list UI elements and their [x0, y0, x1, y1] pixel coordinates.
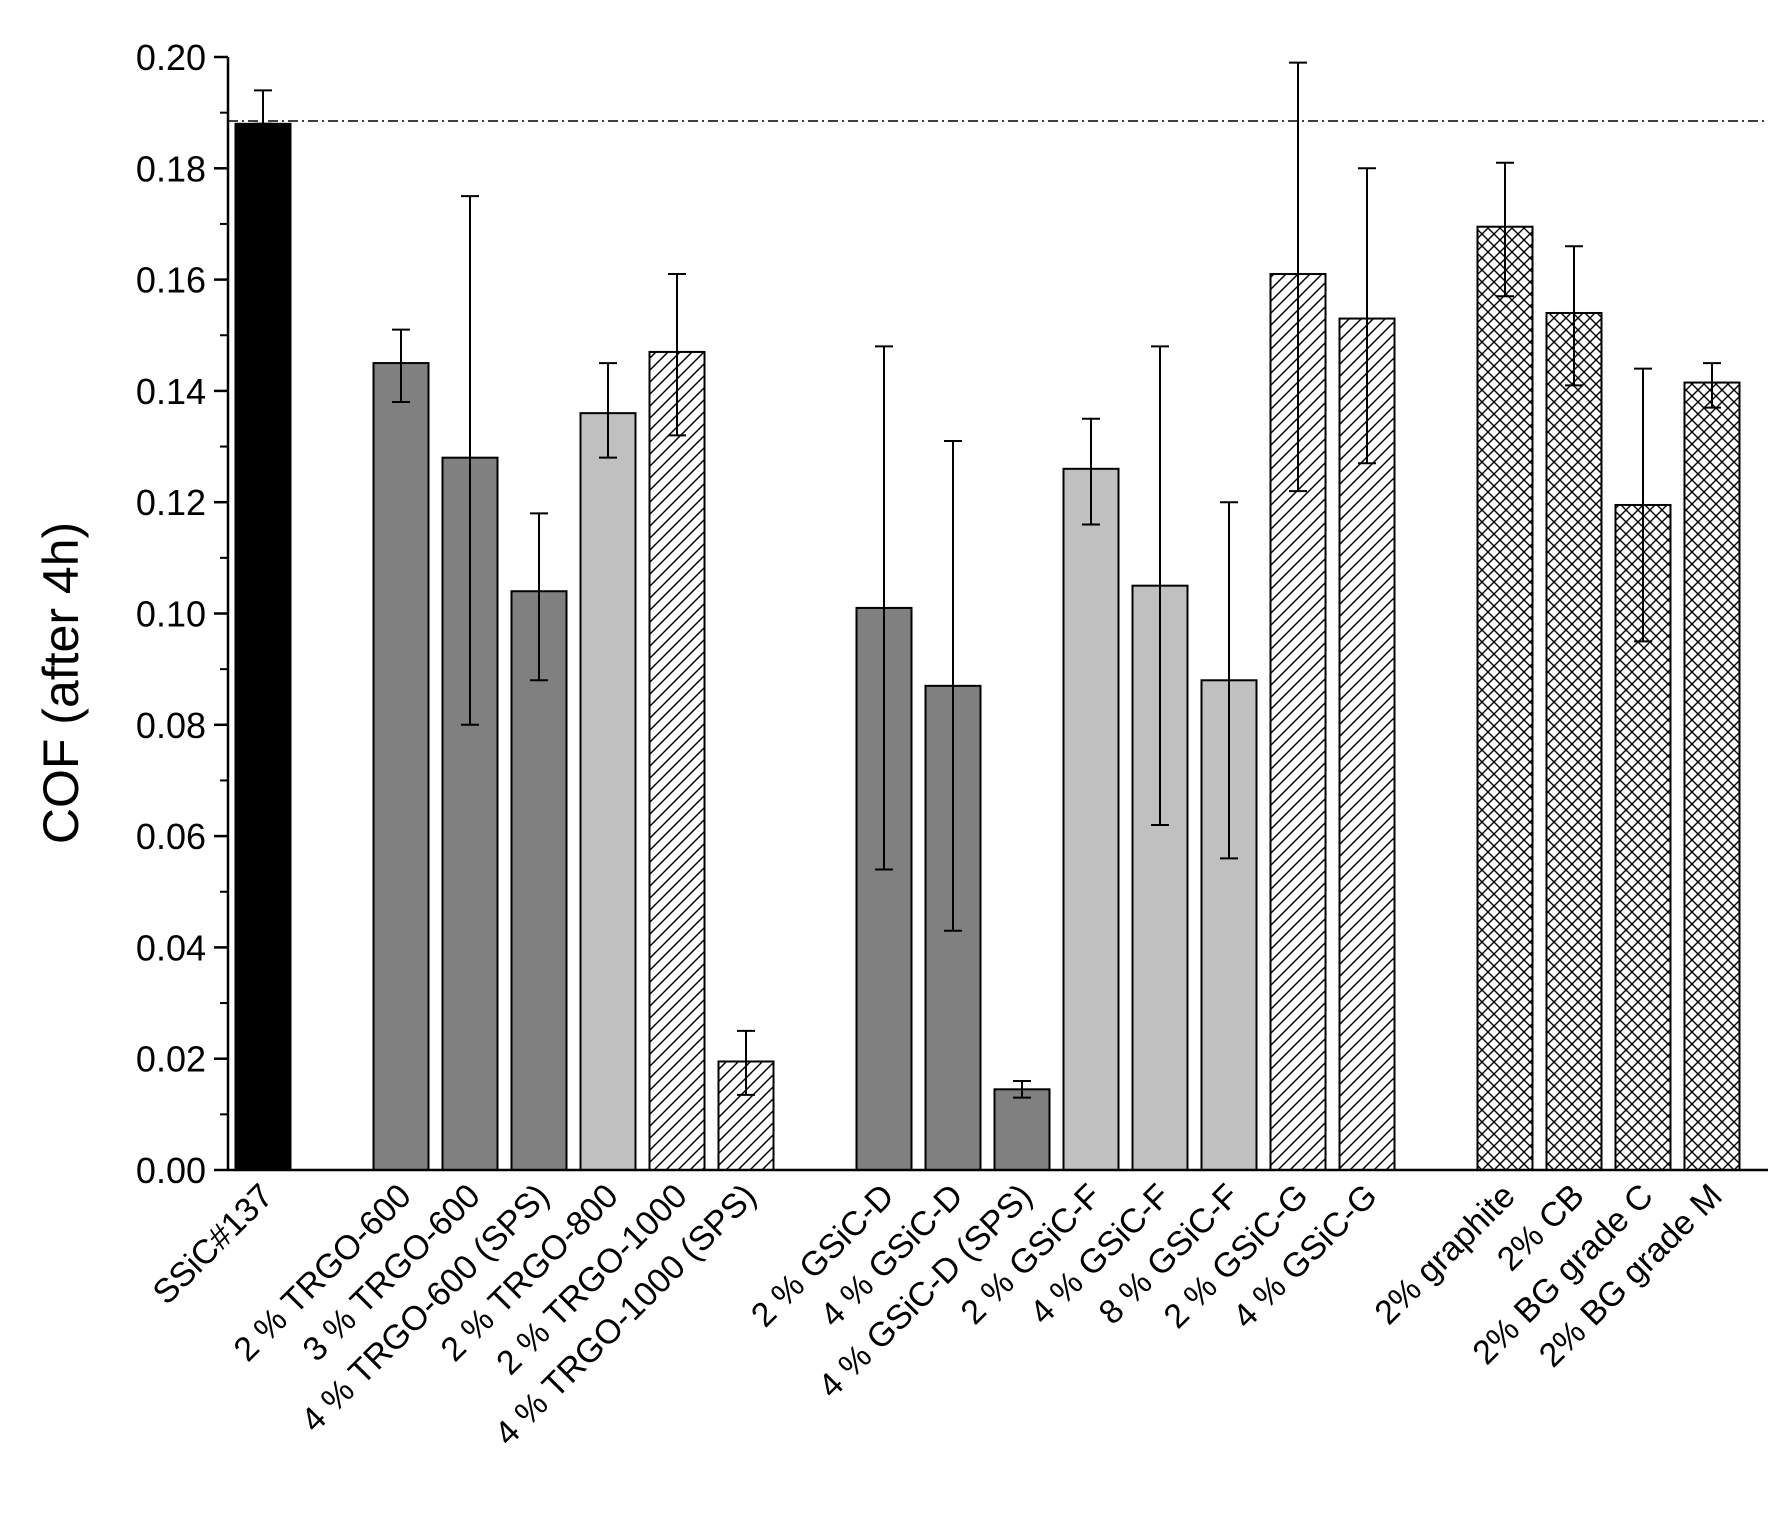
y-tick-label: 0.00 — [136, 1150, 206, 1191]
bar-group — [717, 1029, 775, 1172]
bars-group — [234, 61, 1741, 1172]
bar — [234, 122, 292, 1171]
bar-group — [1476, 161, 1534, 1172]
axes-group: 0.00 0.02 0.04 0.06 0.08 0.10 0.12 0.14 0.16 0.18… — [136, 37, 1768, 1191]
bar — [372, 362, 430, 1171]
bar-group — [855, 345, 913, 1171]
y-tick-label: 0.04 — [136, 927, 206, 968]
bar-group — [924, 439, 982, 1171]
bar — [1545, 311, 1603, 1171]
bar — [1062, 467, 1120, 1171]
y-tick-label: 0.12 — [136, 482, 206, 523]
y-tick-label: 0.20 — [136, 37, 206, 78]
bar — [1683, 381, 1741, 1171]
bar-group — [1614, 367, 1672, 1172]
bar-group — [441, 195, 499, 1171]
bar-group — [1683, 362, 1741, 1171]
bar-group — [1545, 245, 1603, 1171]
bar-group — [234, 89, 292, 1171]
bar-group — [993, 1079, 1051, 1171]
bar — [648, 350, 706, 1171]
y-tick-label: 0.16 — [136, 260, 206, 301]
bar — [1476, 225, 1534, 1172]
category-label: SSiC#137 — [146, 1177, 281, 1312]
y-tick-label: 0.18 — [136, 148, 206, 189]
bar-group — [372, 328, 430, 1171]
bar — [993, 1088, 1051, 1171]
bar-group — [1338, 167, 1396, 1171]
bar-group — [579, 362, 637, 1172]
bar-group — [1269, 61, 1327, 1172]
y-tick-label: 0.06 — [136, 816, 206, 857]
y-tick-label: 0.08 — [136, 705, 206, 746]
y-tick-label: 0.14 — [136, 371, 206, 412]
bar — [510, 590, 568, 1171]
y-tick-label: 0.10 — [136, 594, 206, 635]
bar-group — [648, 273, 706, 1171]
bar-group — [510, 512, 568, 1171]
bar-group — [1131, 345, 1189, 1171]
bar — [579, 412, 637, 1172]
y-axis-label: COF (after 4h) — [33, 522, 89, 844]
bar-group — [1062, 417, 1120, 1171]
y-tick-label: 0.02 — [136, 1039, 206, 1080]
bar-group — [1200, 501, 1258, 1172]
